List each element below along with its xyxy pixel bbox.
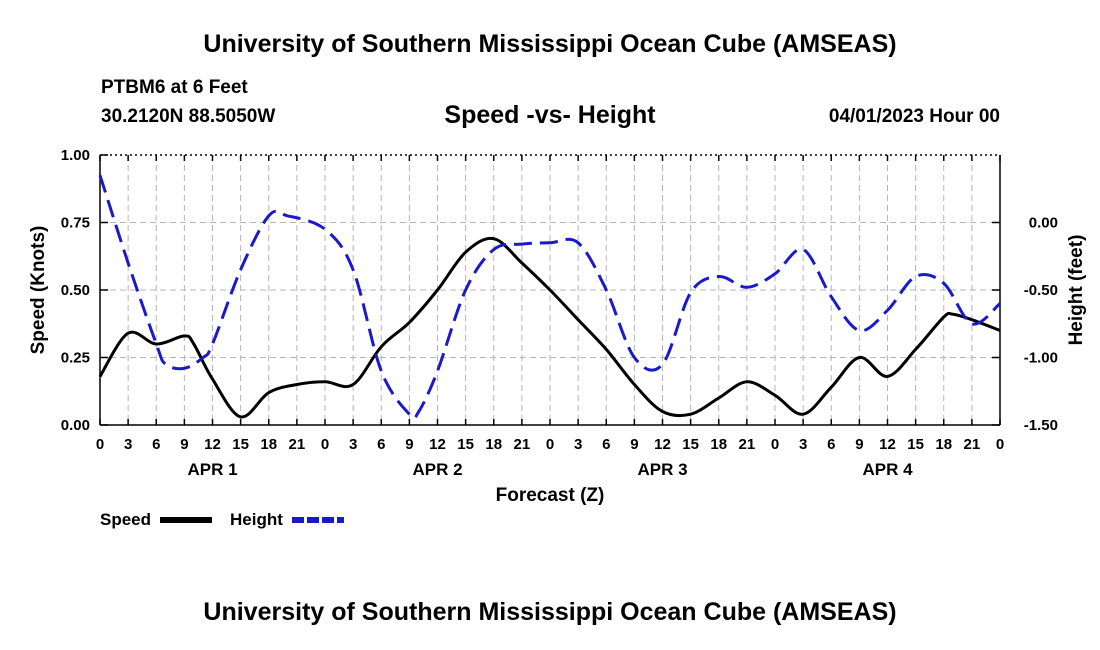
x-tick-label: 0 [771, 436, 779, 453]
x-tick-label: 21 [514, 436, 531, 453]
y2-tick-label: -0.50 [1024, 282, 1058, 299]
y-tick-label: 0.00 [61, 417, 90, 434]
x-tick-label: 3 [349, 436, 357, 453]
x-tick-label: 6 [152, 436, 160, 453]
y2-axis-label: Height (feet) [1066, 235, 1087, 346]
x-tick-label: 0 [546, 436, 554, 453]
datetime-label: 04/01/2023 Hour 00 [828, 106, 1000, 127]
x-tick-label: 3 [799, 436, 807, 453]
x-tick-label: 21 [964, 436, 981, 453]
y-tick-label: 0.25 [61, 350, 90, 367]
x-tick-label: 18 [485, 436, 502, 453]
x-tick-label: 18 [935, 436, 952, 453]
y-tick-label: 0.75 [61, 215, 90, 232]
day-label: APR 1 [187, 460, 237, 479]
chart-title: University of Southern Mississippi Ocean… [203, 30, 897, 58]
x-tick-label: 21 [739, 436, 756, 453]
legend-label-speed: Speed [100, 510, 151, 529]
coordinates-label: 30.2120N 88.5050W [101, 106, 276, 127]
x-tick-label: 15 [232, 436, 249, 453]
x-tick-label: 15 [457, 436, 474, 453]
x-tick-label: 15 [907, 436, 924, 453]
y-tick-label: 0.50 [61, 282, 90, 299]
legend-label-height: Height [230, 510, 283, 529]
x-axis-label: Forecast (Z) [496, 485, 605, 506]
y-axis-label: Speed (Knots) [28, 226, 49, 355]
x-tick-label: 12 [879, 436, 896, 453]
x-tick-label: 9 [405, 436, 413, 453]
x-tick-label: 12 [204, 436, 221, 453]
day-label: APR 3 [637, 460, 687, 479]
x-tick-label: 9 [630, 436, 638, 453]
y-tick-label: 1.00 [61, 147, 90, 164]
y2-tick-label: 0.00 [1029, 215, 1058, 232]
x-tick-label: 0 [996, 436, 1004, 453]
x-tick-label: 21 [289, 436, 306, 453]
x-tick-label: 6 [377, 436, 385, 453]
x-tick-label: 3 [124, 436, 132, 453]
x-tick-label: 18 [260, 436, 277, 453]
y2-tick-label: -1.00 [1024, 350, 1058, 367]
x-tick-label: 12 [429, 436, 446, 453]
x-tick-label: 6 [602, 436, 610, 453]
y2-tick-label: -1.50 [1024, 417, 1058, 434]
x-tick-label: 9 [180, 436, 188, 453]
day-label: APR 4 [862, 460, 913, 479]
x-tick-label: 6 [827, 436, 835, 453]
x-tick-label: 0 [321, 436, 329, 453]
chart-subtitle: Speed -vs- Height [444, 101, 656, 129]
series-line-height [98, 174, 1001, 420]
x-tick-label: 12 [654, 436, 671, 453]
station-label: PTBM6 at 6 Feet [101, 77, 248, 98]
x-tick-label: 9 [855, 436, 863, 453]
x-tick-label: 18 [710, 436, 727, 453]
x-tick-label: 3 [574, 436, 582, 453]
footer-title: University of Southern Mississippi Ocean… [203, 598, 897, 626]
x-tick-label: 0 [96, 436, 104, 453]
day-label: APR 2 [412, 460, 462, 479]
series-line-speed [98, 236, 1001, 419]
x-tick-label: 15 [682, 436, 699, 453]
